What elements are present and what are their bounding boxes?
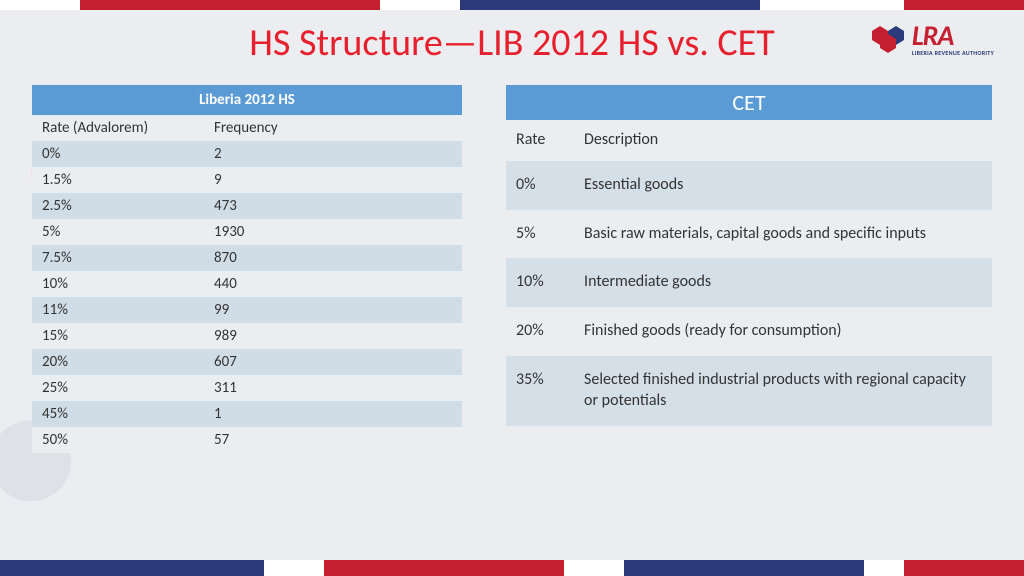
table-row: 0%2 — [32, 141, 462, 167]
right-table-column-header: Rate — [506, 120, 574, 161]
table-cell: 10% — [506, 258, 574, 307]
table-row: 25%311 — [32, 375, 462, 401]
table-row: 35%Selected finished industrial products… — [506, 356, 992, 426]
liberia-hs-table-wrap: Liberia 2012 HS Rate (Advalorem)Frequenc… — [32, 85, 462, 453]
table-cell: 2 — [204, 141, 462, 167]
table-cell: Selected finished industrial products wi… — [574, 356, 992, 426]
table-cell: 1 — [204, 401, 462, 427]
right-table-header: CET — [506, 85, 992, 120]
right-table-column-row: RateDescription — [506, 120, 992, 161]
table-cell: 9 — [204, 167, 462, 193]
table-cell: Basic raw materials, capital goods and s… — [574, 210, 992, 259]
table-row: 45%1 — [32, 401, 462, 427]
bottom-border-stripe — [0, 560, 1024, 576]
table-cell: 20% — [506, 307, 574, 356]
table-cell: 35% — [506, 356, 574, 426]
table-row: 5%Basic raw materials, capital goods and… — [506, 210, 992, 259]
table-cell: 45% — [32, 401, 204, 427]
left-table-header: Liberia 2012 HS — [32, 85, 462, 115]
table-cell: 10% — [32, 271, 204, 297]
table-row: 10%440 — [32, 271, 462, 297]
cet-table: CET RateDescription0%Essential goods5%Ba… — [506, 85, 992, 426]
table-row: 1.5%9 — [32, 167, 462, 193]
table-cell: 870 — [204, 245, 462, 271]
table-cell: Intermediate goods — [574, 258, 992, 307]
table-row: 11%99 — [32, 297, 462, 323]
table-cell: 20% — [32, 349, 204, 375]
table-cell: 989 — [204, 323, 462, 349]
table-cell: 0% — [506, 161, 574, 210]
table-cell: 440 — [204, 271, 462, 297]
table-cell: 7.5% — [32, 245, 204, 271]
left-table-column-row: Rate (Advalorem)Frequency — [32, 115, 462, 141]
table-cell: 11% — [32, 297, 204, 323]
table-cell: 99 — [204, 297, 462, 323]
table-cell: 57 — [204, 427, 462, 453]
table-cell: 607 — [204, 349, 462, 375]
liberia-hs-table: Liberia 2012 HS Rate (Advalorem)Frequenc… — [32, 85, 462, 453]
table-cell: 1930 — [204, 219, 462, 245]
table-row: 7.5%870 — [32, 245, 462, 271]
table-cell: 5% — [32, 219, 204, 245]
cet-table-wrap: CET RateDescription0%Essential goods5%Ba… — [506, 85, 992, 426]
table-row: 2.5%473 — [32, 193, 462, 219]
table-row: 5%1930 — [32, 219, 462, 245]
table-row: 0%Essential goods — [506, 161, 992, 210]
table-row: 10%Intermediate goods — [506, 258, 992, 307]
table-cell: Finished goods (ready for consumption) — [574, 307, 992, 356]
table-cell: 15% — [32, 323, 204, 349]
table-cell: 0% — [32, 141, 204, 167]
table-cell: 25% — [32, 375, 204, 401]
table-cell: 473 — [204, 193, 462, 219]
table-row: 20%Finished goods (ready for consumption… — [506, 307, 992, 356]
tables-container: Liberia 2012 HS Rate (Advalorem)Frequenc… — [32, 85, 992, 453]
left-table-column-header: Rate (Advalorem) — [32, 115, 204, 141]
table-row: 50%57 — [32, 427, 462, 453]
right-table-column-header: Description — [574, 120, 992, 161]
table-cell: Essential goods — [574, 161, 992, 210]
table-cell: 2.5% — [32, 193, 204, 219]
table-cell: 50% — [32, 427, 204, 453]
table-cell: 1.5% — [32, 167, 204, 193]
table-row: 15%989 — [32, 323, 462, 349]
slide-title: HS Structure—LIB 2012 HS vs. CET — [0, 20, 1024, 66]
left-table-column-header: Frequency — [204, 115, 462, 141]
top-border-stripe — [0, 0, 1024, 10]
table-cell: 311 — [204, 375, 462, 401]
table-row: 20%607 — [32, 349, 462, 375]
table-cell: 5% — [506, 210, 574, 259]
